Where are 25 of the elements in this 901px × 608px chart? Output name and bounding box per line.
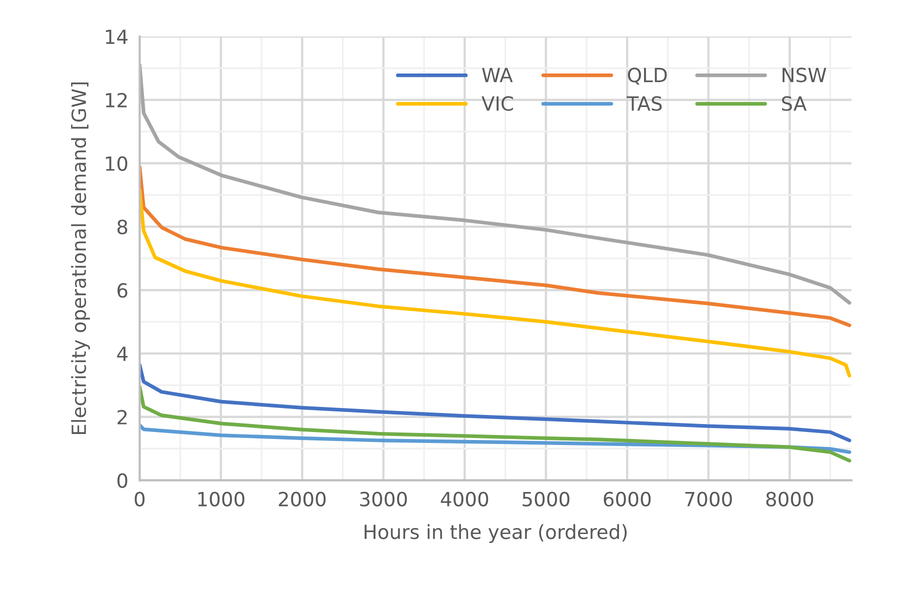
x-tick-label: 0 (134, 492, 145, 506)
legend-label: SA (782, 96, 807, 111)
x-tick-label: 2000 (278, 492, 326, 506)
x-axis-title: Hours in the year (ordered) (364, 524, 627, 543)
x-tick-label: 8000 (766, 492, 814, 506)
legend-label: QLD (628, 68, 667, 85)
y-axis-title: Electricity operational demand [GW] (71, 82, 90, 434)
y-tick-label: 14 (106, 30, 128, 44)
x-tick-label: 7000 (685, 492, 732, 506)
y-tick-label: 4 (117, 346, 128, 361)
y-tick-label: 0 (117, 473, 128, 488)
legend-label: WA (482, 68, 513, 82)
y-tick-label: 8 (117, 220, 128, 234)
y-tick-label: 2 (118, 410, 127, 424)
legend-label: NSW (782, 68, 826, 82)
legend-label: VIC (482, 96, 513, 111)
x-tick-label: 6000 (604, 492, 651, 506)
legend-label: TAS (626, 96, 662, 111)
x-tick-label: 3000 (360, 492, 407, 506)
y-tick-label: 12 (106, 92, 127, 108)
x-tick-label: 4000 (440, 492, 488, 506)
y-tick-label: 10 (106, 156, 128, 171)
x-tick-label: 5000 (522, 492, 570, 506)
y-tick-label: 6 (118, 283, 128, 298)
x-tick-label: 1000 (198, 492, 244, 506)
